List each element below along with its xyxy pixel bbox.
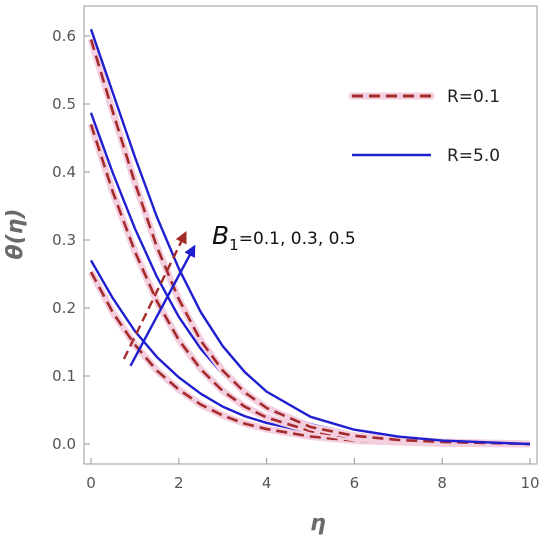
y-axis-ticks: 0.0 0.1 0.2 0.3 0.4 0.5 0.6 <box>52 27 90 453</box>
annotation-layer <box>122 231 196 367</box>
annotation-subscript: 1 <box>229 236 239 254</box>
series-line-b105-r01 <box>89 39 531 446</box>
y-tick-label: 0.0 <box>52 435 76 453</box>
legend-label-r01: R=0.1 <box>447 87 500 107</box>
y-tick-label: 0.2 <box>52 299 76 317</box>
y-tick-label: 0.5 <box>52 95 76 113</box>
series-glow-b103-r01 <box>87 123 531 448</box>
annotation-symbol: B <box>212 221 229 250</box>
legend-label-r50: R=5.0 <box>447 146 500 166</box>
x-axis-ticks: 0 2 4 6 8 10 <box>86 458 540 492</box>
x-tick-label: 6 <box>350 474 360 492</box>
x-axis-title: η <box>310 511 326 536</box>
y-axis-title: θ(η) <box>3 209 28 260</box>
series-line-b105-r50 <box>89 28 531 446</box>
y-tick-label: 0.1 <box>52 367 76 385</box>
annotation-label: B1=0.1, 0.3, 0.5 <box>212 221 356 254</box>
plot-frame <box>83 5 538 465</box>
annotation-arrow-r01 <box>122 231 187 360</box>
legend: R=0.1 R=5.0 <box>348 87 500 166</box>
x-tick-label: 8 <box>437 474 447 492</box>
x-tick-label: 4 <box>262 474 272 492</box>
x-tick-label: 0 <box>86 474 96 492</box>
y-tick-label: 0.3 <box>52 231 76 249</box>
x-tick-label: 2 <box>174 474 184 492</box>
annotation-values: =0.1, 0.3, 0.5 <box>239 229 356 249</box>
y-tick-label: 0.4 <box>52 163 76 181</box>
series-line-b103-r01 <box>89 124 531 446</box>
x-tick-label: 10 <box>520 474 539 492</box>
annotation-arrow-r50 <box>129 244 196 367</box>
y-tick-label: 0.6 <box>52 27 76 45</box>
